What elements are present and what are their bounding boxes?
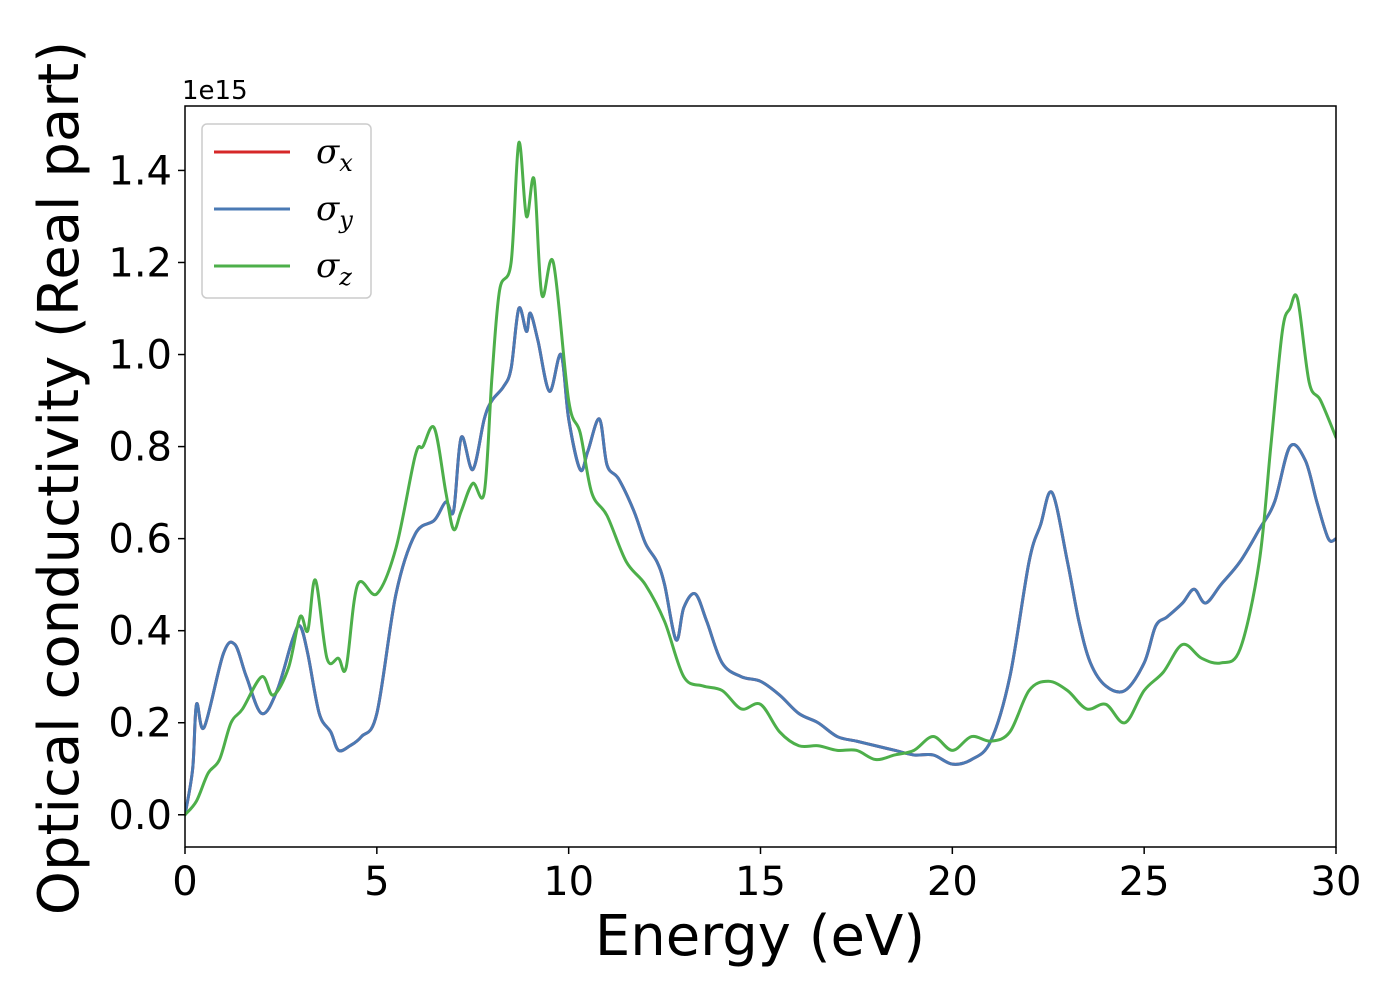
y-tick-label: 1.2: [108, 240, 172, 286]
y-tick-label: 1.0: [108, 333, 172, 379]
series-line-z: [185, 141, 1336, 817]
x-tick-label: 30: [1311, 859, 1362, 905]
x-tick-label: 20: [927, 859, 978, 905]
series-line-y: [185, 306, 1336, 817]
x-tick-label: 10: [543, 859, 594, 905]
y-tick-label: 0.2: [108, 701, 172, 747]
y-offset-label: 1e15: [182, 76, 248, 106]
legend-label-z: σz: [316, 246, 352, 291]
series-layer: [185, 141, 1336, 817]
legend: σx σy σz: [201, 123, 372, 299]
legend-label-y: σy: [316, 189, 353, 234]
legend-box: [201, 123, 372, 299]
x-axis: 0 5 10 15 20 25 30: [172, 847, 1361, 905]
plot-background: [185, 106, 1336, 847]
x-tick-label: 15: [735, 859, 786, 905]
x-tick-label: 0: [172, 859, 197, 905]
y-tick-label: 0.0: [108, 793, 172, 839]
legend-label-x: σx: [316, 132, 353, 177]
y-tick-label: 0.6: [108, 517, 172, 563]
y-tick-label: 0.8: [108, 425, 172, 471]
y-tick-label: 1.4: [108, 148, 172, 194]
y-axis: 0.0 0.2 0.4 0.6 0.8 1.0 1.2 1.4: [108, 148, 185, 839]
x-tick-label: 25: [1119, 859, 1170, 905]
y-tick-label: 0.4: [108, 609, 172, 655]
y-axis-label: Optical conductivity (Real part): [27, 41, 92, 915]
x-tick-label: 5: [364, 859, 389, 905]
x-axis-label: Energy (eV): [595, 904, 925, 969]
